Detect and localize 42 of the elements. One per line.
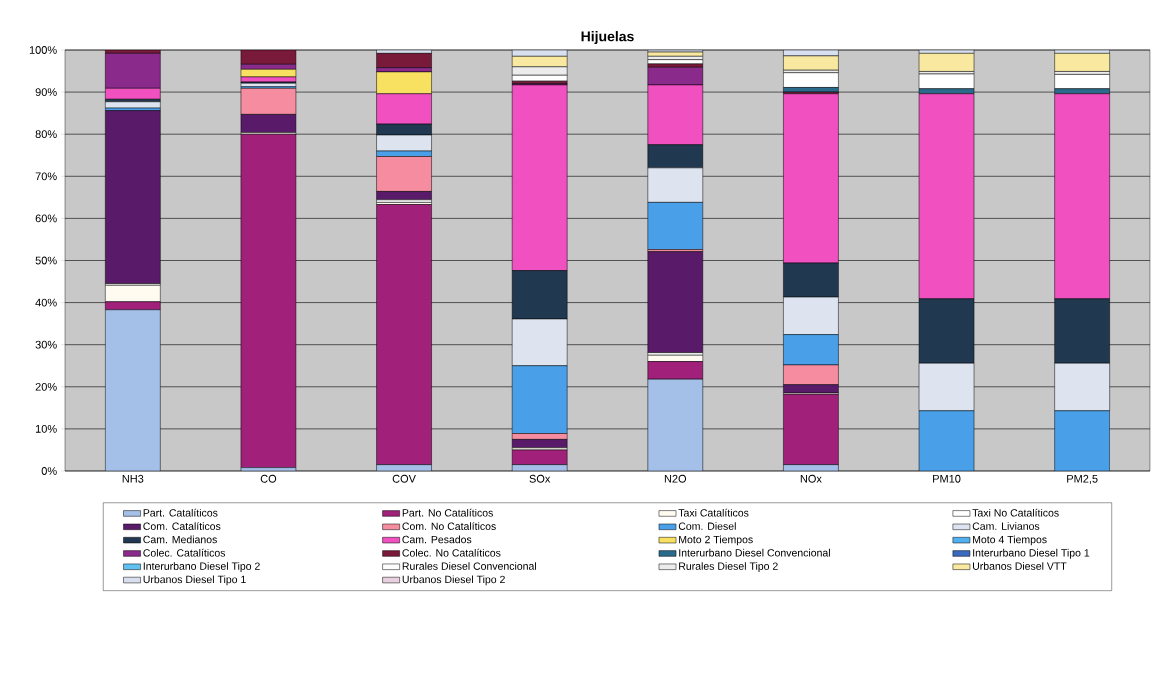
y-tick-label: 100% bbox=[29, 46, 57, 54]
legend-label: Part. Catalíticos bbox=[143, 508, 218, 517]
x-tick-label: PM2,5 bbox=[1067, 474, 1098, 484]
legend-label: Interurbano Diesel Convencional bbox=[679, 548, 830, 557]
x-tick-label: COV bbox=[392, 474, 416, 483]
legend-label: Cam. Pesados bbox=[402, 535, 472, 544]
y-tick-label: 10% bbox=[35, 425, 57, 433]
legend-label: Colec. No Catalíticos bbox=[402, 548, 501, 557]
legend-label: Cam. Medianos bbox=[143, 535, 217, 544]
legend-label: Interurbano Diesel Tipo 2 bbox=[143, 562, 260, 572]
y-tick-label: 40% bbox=[35, 298, 57, 307]
x-tick-label: SOx bbox=[529, 474, 551, 483]
legend-label: Taxi No Catalíticos bbox=[972, 508, 1059, 517]
x-tick-label: N2O bbox=[664, 474, 687, 483]
chart-title: Hijuelas bbox=[581, 31, 634, 45]
legend-label: Urbanos Diesel VTT bbox=[973, 562, 1067, 570]
y-tick-label: 0% bbox=[41, 467, 57, 475]
x-tick-label: NH3 bbox=[122, 474, 144, 483]
y-tick-label: 20% bbox=[35, 382, 57, 391]
x-tick-label: PM10 bbox=[933, 474, 961, 483]
legend-label: Moto 4 Tiempos bbox=[973, 535, 1047, 546]
x-tick-label: CO bbox=[260, 474, 277, 483]
legend-label: Part. No Catalíticos bbox=[402, 508, 493, 517]
legend-label: Rurales Diesel Tipo 2 bbox=[679, 562, 778, 572]
legend-label: Moto 2 Tiempos bbox=[679, 535, 753, 546]
y-tick-label: 90% bbox=[35, 88, 57, 96]
y-tick-label: 70% bbox=[35, 172, 57, 181]
legend-label: Urbanos Diesel Tipo 2 bbox=[402, 575, 505, 586]
x-tick-label: NOx bbox=[800, 474, 822, 483]
legend-label: Cam. Livianos bbox=[972, 522, 1040, 530]
y-tick-label: 50% bbox=[35, 256, 57, 265]
legend-label: Rurales Diesel Convencional bbox=[402, 562, 536, 570]
legend-label: Interurbano Diesel Tipo 1 bbox=[973, 548, 1090, 559]
y-tick-label: 80% bbox=[35, 130, 57, 139]
legend-label: Com. No Catalíticos bbox=[402, 522, 496, 530]
y-tick-label: 30% bbox=[35, 340, 57, 349]
legend-label: Urbanos Diesel Tipo 1 bbox=[143, 575, 246, 586]
y-tick-label: 60% bbox=[35, 214, 57, 223]
legend-label: Com. Catalíticos bbox=[143, 522, 221, 530]
legend-label: Colec. Catalíticos bbox=[143, 548, 226, 557]
legend-label: Taxi Catalíticos bbox=[678, 508, 749, 517]
legend-label: Com. Diesel bbox=[678, 522, 736, 530]
